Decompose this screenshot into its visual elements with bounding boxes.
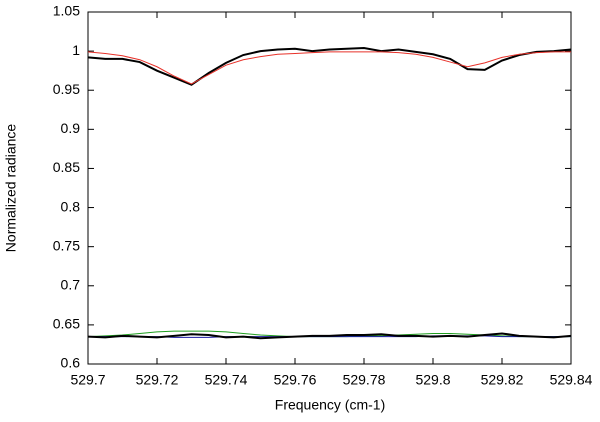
y-tick-label: 0.8 (61, 198, 81, 214)
y-tick-label: 0.85 (53, 159, 80, 175)
plot-frame (87, 11, 572, 365)
y-tick-label: 0.95 (53, 81, 80, 97)
y-tick-label: 1.05 (53, 3, 80, 19)
x-tick-label: 529.72 (136, 372, 179, 388)
x-tick-label: 529.82 (481, 372, 524, 388)
y-tick-label: 0.9 (61, 120, 81, 136)
y-tick-label: 0.65 (53, 316, 80, 332)
x-axis-label: Frequency (cm-1) (275, 397, 385, 413)
y-tick-label: 0.75 (53, 237, 80, 253)
y-tick-label: 1 (72, 42, 80, 58)
x-tick-label: 529.78 (343, 372, 386, 388)
series-line (87, 46, 572, 86)
series-line (87, 51, 571, 85)
x-tick-label: 529.76 (274, 372, 317, 388)
x-tick-label: 529.84 (550, 372, 593, 388)
x-tick-label: 529.7 (70, 372, 105, 388)
y-axis-label: Normalized radiance (3, 124, 19, 253)
y-tick-label: 0.7 (61, 276, 81, 292)
y-tick-label: 0.6 (61, 355, 81, 371)
x-tick-label: 529.8 (415, 372, 450, 388)
series-line (87, 332, 572, 340)
x-tick-label: 529.74 (205, 372, 248, 388)
